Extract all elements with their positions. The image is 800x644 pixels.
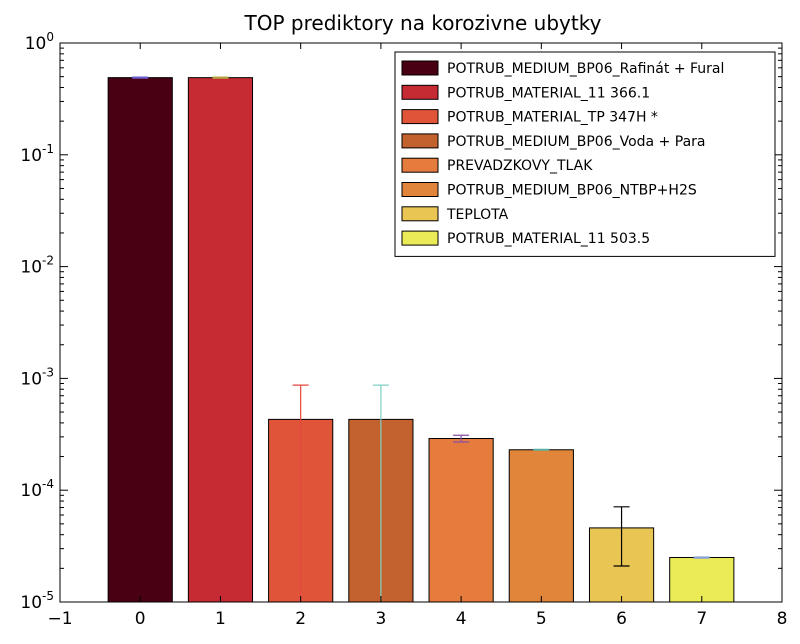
error-bar-1	[212, 76, 229, 79]
y-tick-label-2: 10-2	[20, 254, 54, 278]
legend-label-2: POTRUB_MATERIAL_TP 347H *	[447, 110, 658, 126]
y-tick-label-0: 100	[25, 30, 54, 54]
legend-swatch-7	[401, 230, 439, 246]
x-tick-label-3: 2	[295, 609, 306, 629]
legend-swatch-3	[401, 133, 439, 149]
x-tick-label-7: 6	[616, 609, 627, 629]
error-bar-0	[132, 76, 149, 79]
error-bar-5	[533, 448, 550, 451]
legend: POTRUB_MEDIUM_BP06_Rafinát + Fural POTRUB…	[394, 51, 776, 257]
legend-box	[394, 51, 776, 257]
error-bar-3	[372, 384, 389, 602]
error-bars-layer	[132, 76, 710, 602]
x-tick-label-6: 5	[536, 609, 547, 629]
legend-label-4: PREVADZKOVY_TLAK	[447, 158, 593, 174]
legend-swatch-2	[401, 109, 439, 125]
legend-label-5: POTRUB_MEDIUM_BP06_NTBP+H2S	[447, 183, 697, 199]
error-bar-6	[613, 506, 630, 567]
legend-swatch-1	[401, 84, 439, 100]
chart-title: TOP prediktory na korozivne ubytky	[244, 11, 602, 35]
bar-4	[428, 438, 494, 603]
y-tick-label-5: 10-5	[20, 589, 54, 613]
legend-swatch-4	[401, 157, 439, 173]
bar-7	[669, 557, 735, 603]
legend-label-7: POTRUB_MATERIAL_11 503.5	[447, 231, 650, 247]
plot-frame	[59, 42, 783, 603]
x-tick-label-4: 3	[375, 609, 386, 629]
x-tick-label-5: 4	[456, 609, 467, 629]
x-tick-label-9: 8	[777, 609, 788, 629]
legend-label-6: TEPLOTA	[446, 207, 509, 223]
error-bar-4	[453, 434, 470, 443]
legend-swatch-0	[401, 60, 439, 76]
error-bar-7	[693, 556, 710, 559]
legend-label-3: POTRUB_MEDIUM_BP06_Voda + Para	[447, 134, 706, 150]
legend-swatch-5	[401, 182, 439, 197]
bar-5	[508, 449, 574, 603]
y-tick-label-3: 10-3	[20, 365, 54, 389]
x-tick-label-2: 1	[215, 609, 226, 629]
ticks-layer: −1 0 1 2 3 4 5 6 7 8 100 10-1 10-2 10-3 10-4 10-5	[20, 30, 787, 629]
legend-label-0: POTRUB_MEDIUM_BP06_Rafinát + Fural	[447, 61, 724, 77]
x-tick-label-1: 0	[135, 609, 146, 629]
x-tick-label-8: 7	[696, 609, 707, 629]
bar-1	[187, 77, 254, 603]
y-tick-label-1: 10-1	[20, 142, 54, 166]
error-bar-2	[292, 384, 309, 602]
y-tick-label-4: 10-4	[20, 477, 54, 501]
bars-layer	[107, 77, 735, 603]
x-tick-label-0: −1	[47, 609, 72, 629]
legend-swatch-6	[401, 206, 439, 222]
legend-label-1: POTRUB_MATERIAL_11 366.1	[447, 85, 650, 101]
bar-0	[107, 77, 173, 603]
